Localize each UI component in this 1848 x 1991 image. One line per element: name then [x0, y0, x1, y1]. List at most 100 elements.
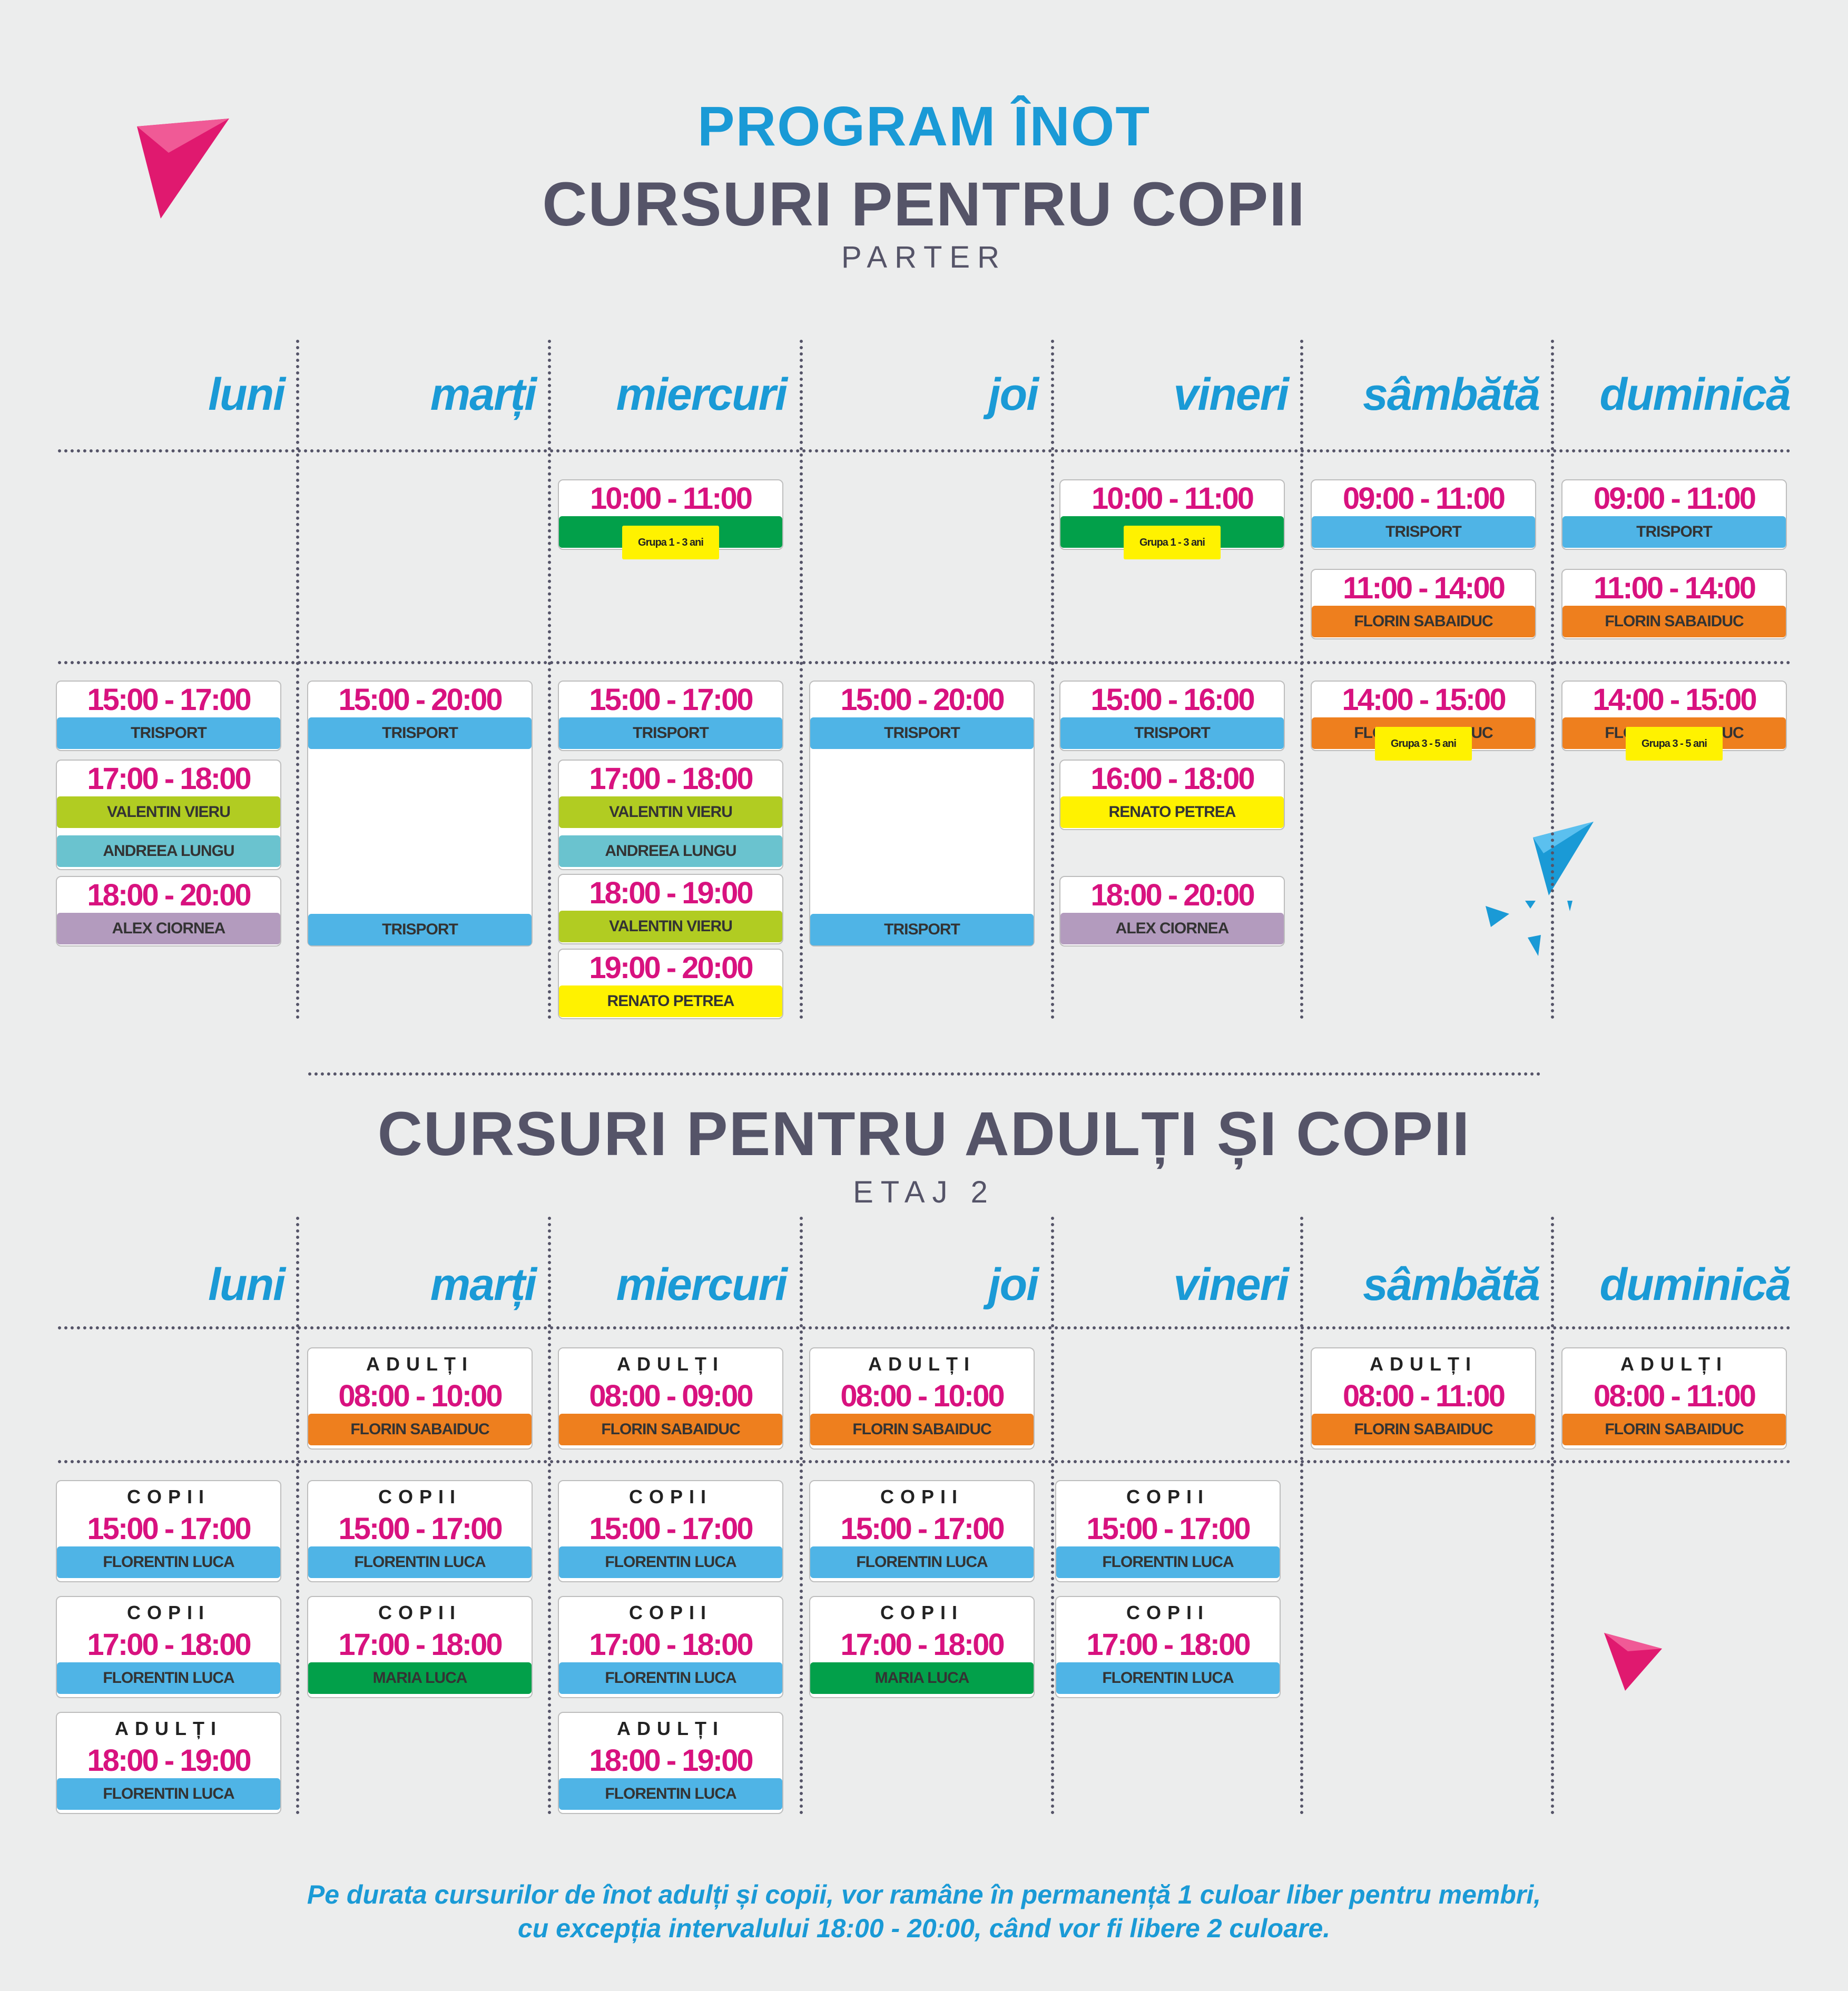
time-range: 18:00 - 19:00: [589, 1743, 753, 1778]
schedule-card: 09:00 - 11:00 TRISPORT: [1561, 479, 1787, 550]
instructor-bar: VALENTIN VIERU: [57, 796, 280, 828]
time-range: 17:00 - 18:00: [87, 1628, 251, 1662]
day-header-sat: sâmbătă: [1363, 1259, 1540, 1310]
schedule-card: COPII 17:00 - 18:00 FLORENTIN LUCA: [1055, 1596, 1281, 1698]
schedule-card: ADULȚI 18:00 - 19:00 FLORENTIN LUCA: [56, 1712, 281, 1814]
instructor-bar: MARIA LUCA: [810, 1662, 1034, 1694]
section1-title: CURSURI PENTRU COPII: [542, 170, 1306, 239]
schedule-card: COPII 15:00 - 17:00 FLORENTIN LUCA: [307, 1480, 533, 1582]
age-group-badge: Grupa 3 - 5 ani: [1626, 727, 1723, 761]
audience-label: COPII: [1126, 1602, 1210, 1623]
schedule-card: 15:00 - 16:00 TRISPORT: [1059, 681, 1285, 751]
time-range: 17:00 - 18:00: [840, 1628, 1005, 1662]
day-header-sun: duminică: [1599, 369, 1791, 420]
day-header-mon: luni: [208, 369, 286, 420]
section2-title: CURSURI PENTRU ADULȚI ȘI COPII: [377, 1099, 1471, 1169]
day-header-wed: miercuri: [616, 369, 788, 420]
audience-label: ADULȚI: [1620, 1353, 1728, 1375]
day-header-sun: duminică: [1599, 1259, 1791, 1310]
schedule-card: 11:00 - 14:00 FLORIN SABAIDUC: [1561, 569, 1787, 639]
blue-triangles-decor: [1486, 822, 1594, 956]
instructor-bar: FLORIN SABAIDUC: [1562, 606, 1786, 637]
instructor-bar: TRISPORT: [559, 717, 782, 749]
time-range: 14:00 - 15:00: [1593, 683, 1757, 717]
time-range: 15:00 - 20:00: [338, 683, 503, 717]
time-range: 11:00 - 14:00: [1342, 571, 1506, 605]
time-range: 10:00 - 11:00: [589, 481, 753, 516]
column-divider: [296, 340, 299, 1019]
schedule-card: ADULȚI 08:00 - 09:00 FLORIN SABAIDUC: [558, 1347, 783, 1450]
schedule-card: ADULȚI 08:00 - 11:00 FLORIN SABAIDUC: [1311, 1347, 1536, 1450]
section1-floor: PARTER: [841, 240, 1007, 274]
schedule-card: 15:00 - 20:00 TRISPORT TRISPORT: [307, 681, 533, 947]
audience-label: ADULȚI: [617, 1353, 724, 1375]
audience-label: COPII: [628, 1486, 712, 1507]
instructor-bar: FLORIN SABAIDUC: [1312, 606, 1535, 637]
pink-triangle-decor-bottom: [1604, 1633, 1662, 1691]
schedule-card: COPII 17:00 - 18:00 FLORENTIN LUCA: [558, 1596, 783, 1698]
audience-label: COPII: [1126, 1486, 1210, 1507]
schedule-card: 11:00 - 14:00 FLORIN SABAIDUC: [1311, 569, 1536, 639]
audience-label: COPII: [126, 1602, 210, 1623]
instructor-bar: FLORENTIN LUCA: [559, 1778, 782, 1810]
instructor-bar: TRISPORT: [1060, 717, 1284, 749]
time-range: 08:00 - 10:00: [338, 1379, 503, 1413]
schedule-card: 09:00 - 11:00 TRISPORT: [1311, 479, 1536, 550]
time-range: 18:00 - 20:00: [87, 878, 251, 912]
audience-label: COPII: [378, 1602, 461, 1623]
instructor-bar: TRISPORT: [308, 914, 532, 945]
day-header-mon: luni: [208, 1259, 286, 1310]
day-header-fri: vineri: [1173, 369, 1289, 420]
time-range: 18:00 - 20:00: [1090, 878, 1255, 912]
instructor-bar: RENATO PETREA: [1060, 796, 1284, 828]
page-title: PROGRAM ÎNOT: [697, 95, 1151, 157]
time-range: 15:00 - 17:00: [589, 683, 753, 717]
audience-label: ADULȚI: [115, 1718, 222, 1739]
instructor-bar: TRISPORT: [57, 717, 280, 749]
grid-line: [58, 661, 1791, 664]
schedule-card: 18:00 - 19:00 VALENTIN VIERU: [558, 874, 783, 944]
instructor-bar: FLORENTIN LUCA: [57, 1546, 280, 1578]
column-divider: [548, 1217, 551, 1815]
instructor-bar: FLORIN SABAIDUC: [1312, 1414, 1535, 1445]
grid-line: [58, 1326, 1791, 1329]
audience-label: ADULȚI: [617, 1718, 724, 1739]
instructor-bar: ALEX CIORNEA: [1060, 913, 1284, 944]
schedule-card: 15:00 - 17:00 TRISPORT: [56, 681, 281, 751]
day-header-tue: marți: [430, 1259, 537, 1310]
instructor-bar: TRISPORT: [308, 717, 532, 749]
column-divider: [548, 340, 551, 1019]
schedule-card: 17:00 - 18:00 VALENTIN VIERU ANDREEA LUNGU: [558, 760, 783, 870]
section-divider: [308, 1072, 1541, 1076]
time-range: 11:00 - 14:00: [1593, 571, 1756, 605]
instructor-bar: VALENTIN VIERU: [559, 911, 782, 942]
footer-line-1: Pe durata cursurilor de înot adulți și c…: [307, 1880, 1541, 1909]
schedule-card: ADULȚI 18:00 - 19:00 FLORENTIN LUCA: [558, 1712, 783, 1814]
instructor-bar: FLORENTIN LUCA: [1056, 1546, 1280, 1578]
instructor-bar: FLORENTIN LUCA: [57, 1662, 280, 1694]
audience-label: ADULȚI: [366, 1353, 474, 1375]
instructor-bar: FLORENTIN LUCA: [1056, 1662, 1280, 1694]
schedule-card: COPII 15:00 - 17:00 FLORENTIN LUCA: [558, 1480, 783, 1582]
instructor-bar: MARIA LUCAGrupa 1 - 3 ani: [1060, 516, 1284, 559]
schedule-card: COPII 15:00 - 17:00 FLORENTIN LUCA: [809, 1480, 1035, 1582]
time-range: 09:00 - 11:00: [1593, 481, 1756, 516]
instructor-bar: FLORENTIN LUCA: [308, 1546, 532, 1578]
schedule-card: ADULȚI 08:00 - 10:00 FLORIN SABAIDUC: [307, 1347, 533, 1450]
footer-note: Pe durata cursurilor de înot adulți și c…: [0, 1878, 1848, 1945]
schedule-card: COPII 17:00 - 18:00 MARIA LUCA: [307, 1596, 533, 1698]
day-header-sat: sâmbătă: [1363, 369, 1540, 420]
time-range: 15:00 - 20:00: [840, 683, 1005, 717]
time-range: 08:00 - 11:00: [1342, 1379, 1506, 1413]
schedule-card: 15:00 - 17:00 TRISPORT: [558, 681, 783, 751]
spacer: [57, 828, 280, 835]
time-range: 08:00 - 10:00: [840, 1379, 1005, 1413]
footer-line-2: cu excepția intervalului 18:00 - 20:00, …: [517, 1914, 1331, 1943]
instructor-bar: FLORENTIN LUCA: [810, 1546, 1034, 1578]
pink-triangle-decor: [137, 119, 229, 219]
audience-label: ADULȚI: [1370, 1353, 1477, 1375]
time-range: 15:00 - 17:00: [338, 1512, 503, 1546]
audience-label: COPII: [378, 1486, 461, 1507]
section2-floor: ETAJ 2: [853, 1175, 995, 1209]
